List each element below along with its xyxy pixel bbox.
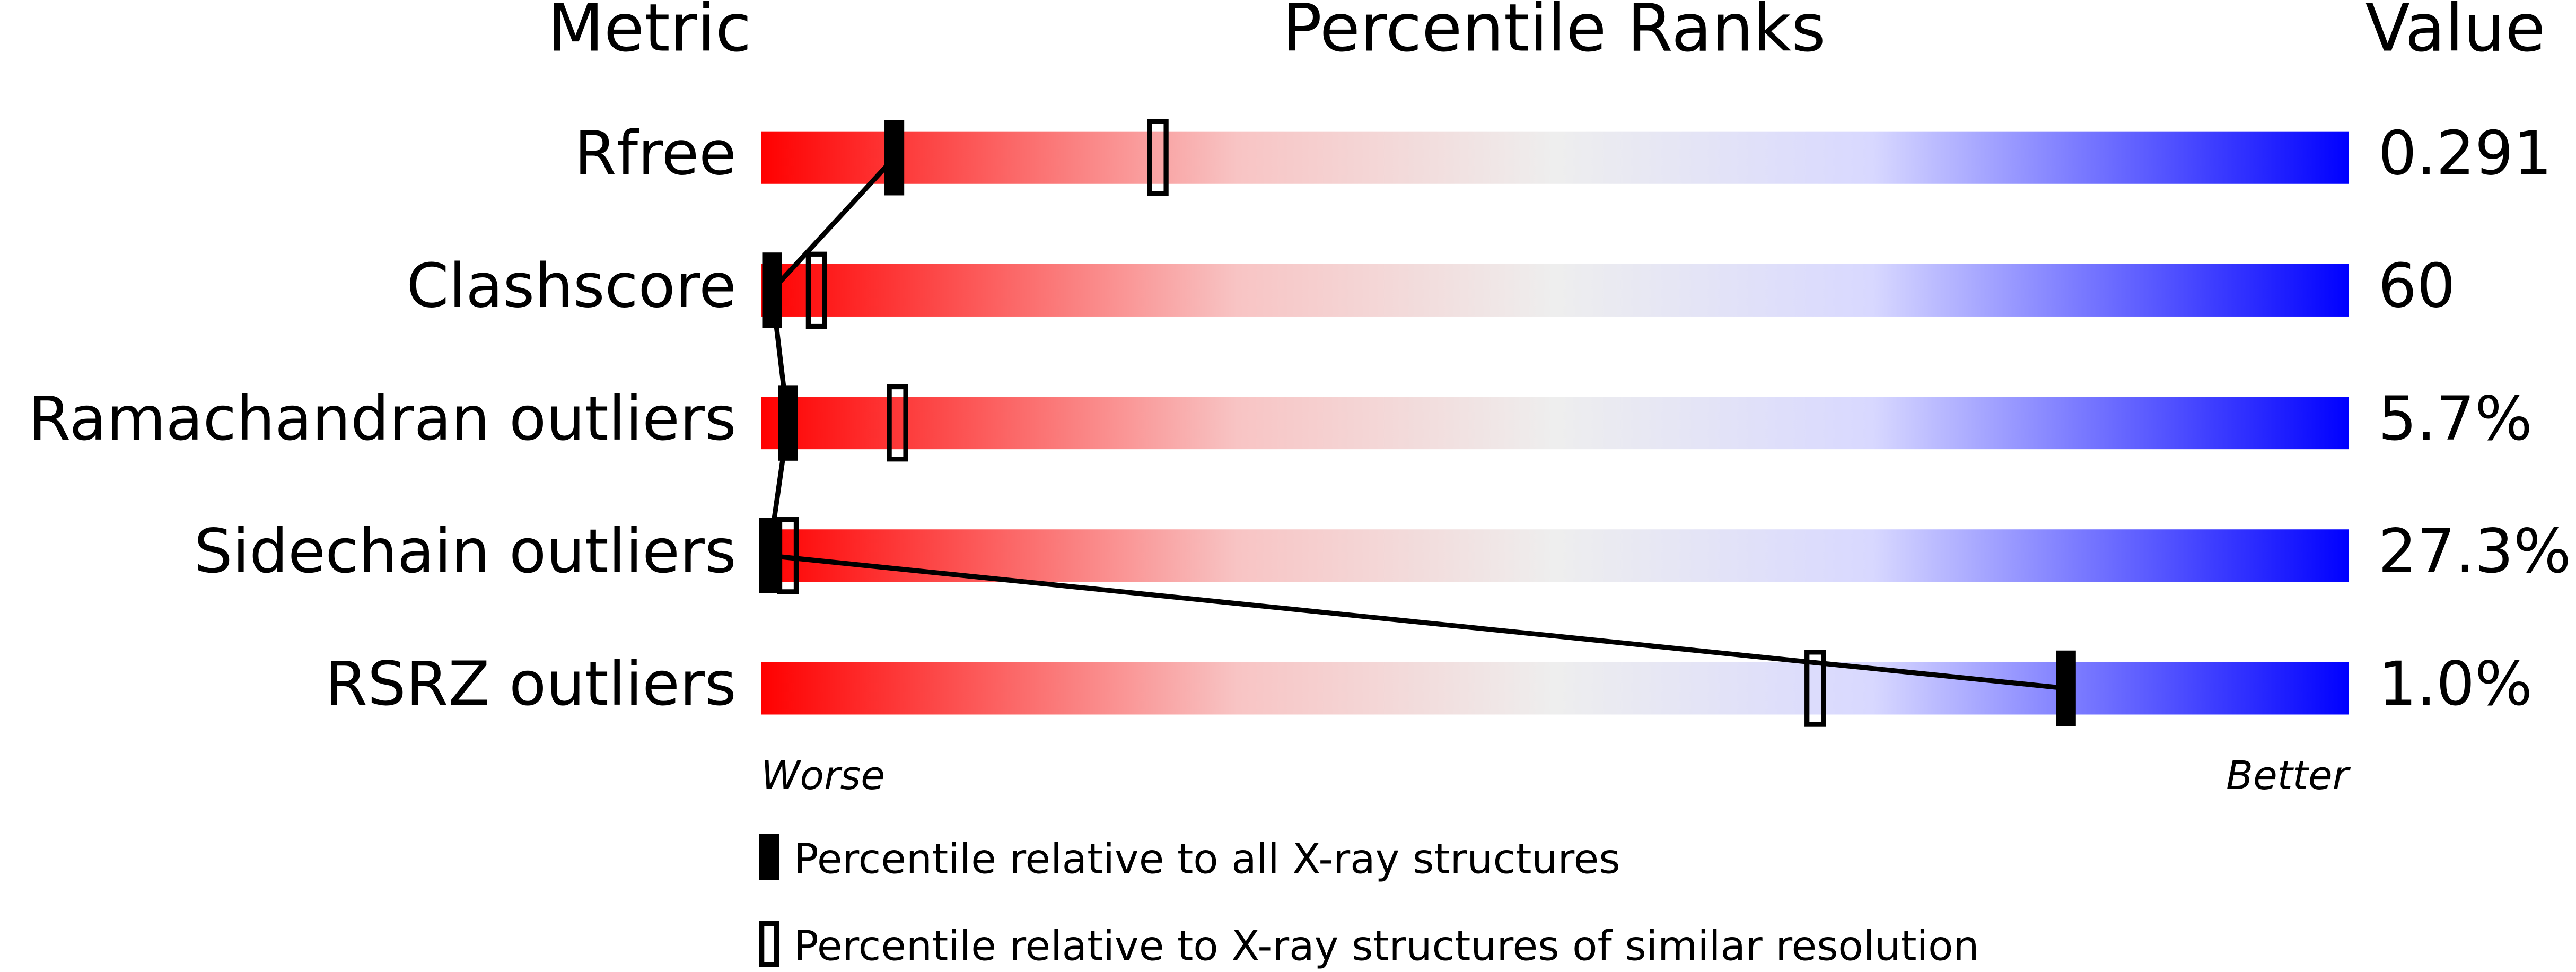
header-percentile: Percentile Ranks xyxy=(1282,0,1825,67)
legend-label: Percentile relative to all X-ray structu… xyxy=(794,836,1620,883)
percentile-bar xyxy=(761,131,2349,184)
marker-all xyxy=(778,385,798,461)
metric-value: 60 xyxy=(2378,251,2456,322)
metric-value: 5.7% xyxy=(2378,384,2533,454)
marker-similar xyxy=(805,251,828,329)
metric-label: Clashscore xyxy=(407,251,737,322)
legend-swatch xyxy=(759,921,779,967)
legend-label: Percentile relative to X-ray structures … xyxy=(794,923,1979,970)
percentile-bar xyxy=(761,264,2349,317)
marker-all xyxy=(884,120,905,196)
metric-value: 0.291 xyxy=(2378,118,2552,189)
percentile-bar xyxy=(761,397,2349,450)
header-metric: Metric xyxy=(547,0,751,67)
marker-all xyxy=(762,252,782,328)
header-value: Value xyxy=(2365,0,2545,67)
metric-label: Ramachandran outliers xyxy=(29,384,737,454)
marker-similar xyxy=(777,517,799,594)
percentile-bar xyxy=(761,529,2349,582)
marker-similar xyxy=(1147,119,1169,197)
metric-label: RSRZ outliers xyxy=(325,649,736,720)
marker-all xyxy=(759,518,779,593)
better-label: Better xyxy=(2226,752,2351,799)
marker-similar xyxy=(887,384,908,462)
marker-all xyxy=(2056,650,2076,726)
metric-label: Rfree xyxy=(574,118,736,189)
legend-swatch xyxy=(759,834,779,880)
metric-label: Sidechain outliers xyxy=(194,516,737,587)
worse-label: Worse xyxy=(761,752,885,799)
percentile-bar xyxy=(761,662,2349,715)
metric-value: 1.0% xyxy=(2378,649,2533,720)
metric-value: 27.3% xyxy=(2378,516,2571,587)
marker-similar xyxy=(1804,650,1826,727)
